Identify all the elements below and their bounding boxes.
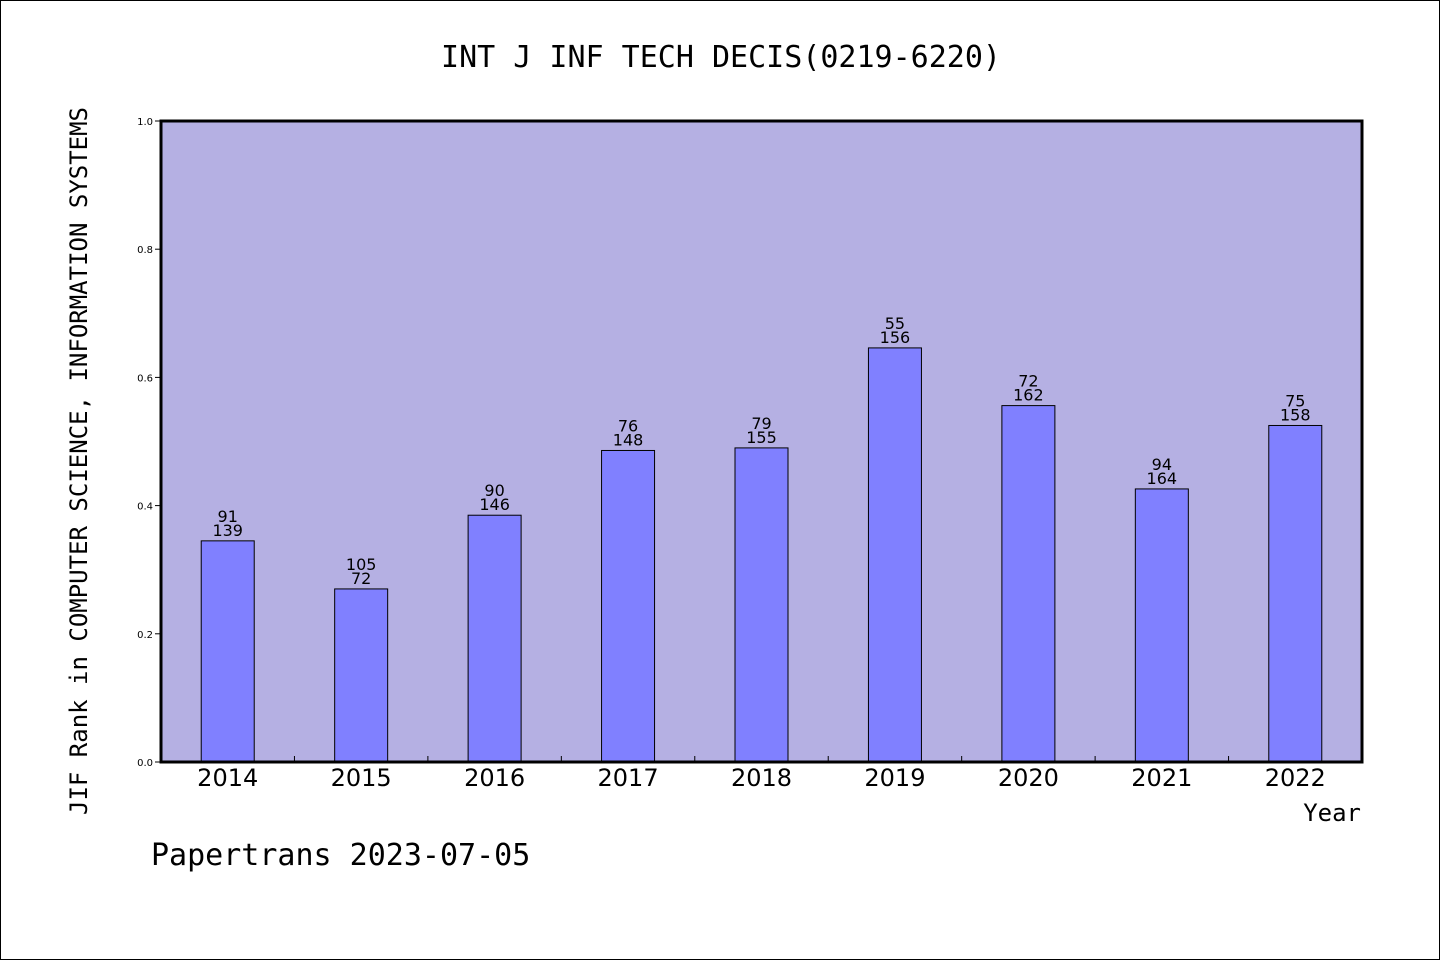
x-tick-label: 2018 — [731, 764, 792, 792]
x-tick-label: 2022 — [1265, 764, 1326, 792]
y-tick-label: 0.0 — [137, 758, 153, 769]
bar-total-label: 139 — [212, 521, 243, 540]
bar-total-label: 164 — [1147, 469, 1178, 488]
bar-rank-label: 90 — [484, 481, 504, 500]
y-tick-label: 1.0 — [137, 117, 153, 128]
bar-total-label: 146 — [479, 495, 510, 514]
bar-total-label: 148 — [613, 430, 644, 449]
bar — [1001, 405, 1056, 763]
y-tick-label: 0.8 — [137, 245, 153, 256]
x-tick-label: 2021 — [1131, 764, 1192, 792]
y-axis-label: JIF Rank in COMPUTER SCIENCE, INFORMATIO… — [65, 107, 93, 815]
bar-rank-label: 105 — [346, 555, 377, 574]
bar-total-label: 158 — [1280, 405, 1311, 424]
bar-total-label: 72 — [351, 569, 371, 588]
bar-total-label: 156 — [880, 328, 911, 347]
x-tick-label: 2015 — [331, 764, 392, 792]
bar-total-label: 162 — [1013, 386, 1044, 405]
bar-rank-label: 79 — [751, 414, 771, 433]
bar — [467, 514, 522, 763]
y-tick-label: 0.6 — [137, 373, 153, 384]
y-tick-label: 0.4 — [137, 502, 153, 513]
plot-border — [159, 119, 1364, 764]
bar-rank-label: 94 — [1152, 455, 1172, 474]
bar-rank-label: 91 — [218, 507, 238, 526]
footer-credit: Papertrans 2023-07-05 — [151, 838, 530, 873]
y-axis-ticks: 0.0 0.2 0.4 0.6 0.8 1.0 — [137, 117, 161, 769]
bar-rank-label: 76 — [618, 416, 638, 435]
bar — [1268, 424, 1323, 763]
bar — [1134, 488, 1189, 763]
x-tick-label: 2016 — [464, 764, 525, 792]
x-axis-ticks: 2014 2015 2016 2017 2018 2019 2020 2021 2022 — [197, 756, 1326, 792]
x-tick-label: 2014 — [197, 764, 258, 792]
x-tick-label: 2019 — [864, 764, 925, 792]
bar — [334, 588, 389, 763]
chart-title: INT J INF TECH DECIS(0219-6220) — [441, 40, 1001, 75]
bar — [867, 347, 922, 763]
x-axis-label: Year — [1303, 799, 1361, 827]
bar — [601, 449, 656, 763]
x-tick-label: 2020 — [998, 764, 1059, 792]
bar — [200, 540, 255, 763]
x-tick-label: 2017 — [598, 764, 659, 792]
bars-group: 9113910572901467614879155551567216294164… — [200, 314, 1323, 763]
bar — [734, 447, 789, 763]
bar-rank-label: 55 — [885, 314, 905, 333]
y-tick-label: 0.2 — [137, 630, 153, 641]
bar-rank-label: 72 — [1018, 372, 1038, 391]
bar-rank-label: 75 — [1285, 391, 1305, 410]
bar-total-label: 155 — [746, 428, 777, 447]
